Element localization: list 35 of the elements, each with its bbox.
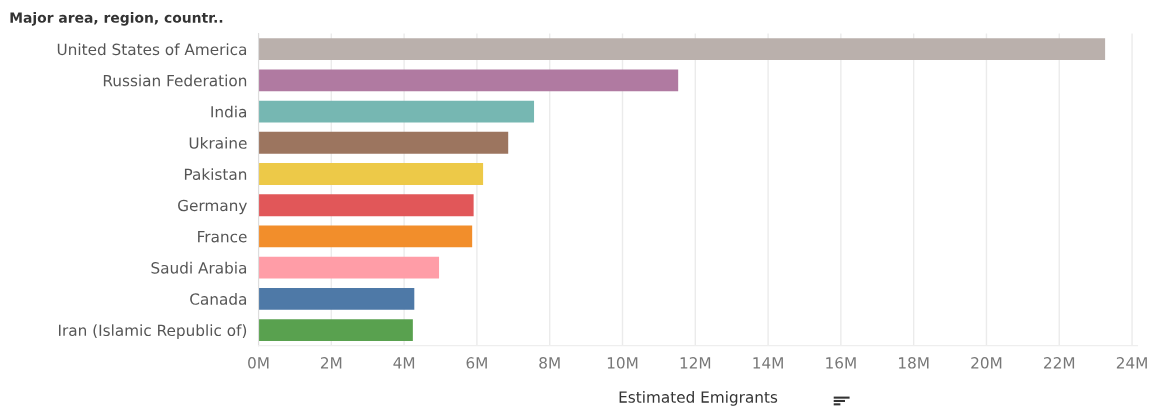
y-tick-label: Canada <box>190 293 247 305</box>
y-tick-label: Saudi Arabia <box>151 261 247 274</box>
x-tick-label: 12M <box>680 357 711 369</box>
bar <box>258 69 679 92</box>
bar <box>258 38 1106 61</box>
y-tick-label: Ukraine <box>189 136 247 149</box>
y-tick-label: Pakistan <box>184 168 247 181</box>
x-tick-label: 22M <box>1044 357 1075 369</box>
x-axis-title: Estimated Emigrants <box>619 391 778 406</box>
x-tick-label: 8M <box>539 357 560 369</box>
y-tick-label: India <box>211 105 247 118</box>
bar <box>258 131 509 154</box>
y-tick-label: Germany <box>178 199 247 215</box>
bar <box>258 100 535 123</box>
bar <box>258 225 473 248</box>
x-tick-label: 16M <box>826 357 856 369</box>
x-tick-label: 18M <box>899 357 929 369</box>
x-tick-label: 6M <box>466 357 487 369</box>
bar <box>258 256 440 279</box>
bar <box>258 163 484 185</box>
y-axis-title: Major area, region, countr.. <box>10 12 223 26</box>
x-tick-label: 10M <box>607 357 638 369</box>
y-tick-label: Iran (Islamic Republic of) <box>58 324 247 340</box>
y-tick-label: France <box>198 231 247 243</box>
bar <box>258 194 474 217</box>
y-tick-label: Russian Federation <box>103 74 247 87</box>
bar <box>258 287 415 310</box>
x-tick-label: 24M <box>1116 357 1147 369</box>
x-tick-label: 2M <box>320 357 342 369</box>
y-tick-label: United States of America <box>57 43 247 56</box>
x-tick-label: 0M <box>248 357 269 369</box>
bar <box>258 319 413 341</box>
x-tick-label: 4M <box>393 357 415 369</box>
x-tick-label: 14M <box>753 357 783 369</box>
x-tick-label: 20M <box>971 357 1002 369</box>
